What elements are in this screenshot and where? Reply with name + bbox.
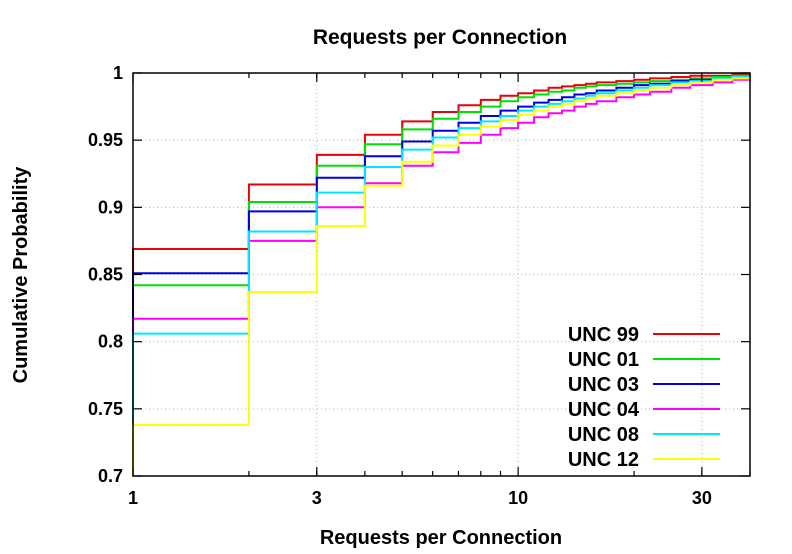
- y-tick-label: 1: [113, 63, 123, 83]
- x-tick-label: 3: [312, 488, 322, 508]
- series-line-unc-12: [132, 77, 751, 476]
- series-line-unc-08: [132, 75, 751, 476]
- legend-label-unc-12: UNC 12: [568, 449, 639, 471]
- series-line-unc-03: [132, 75, 751, 476]
- series-line-unc-04: [132, 78, 751, 476]
- x-tick-label: 30: [692, 488, 712, 508]
- y-tick-label: 0.9: [98, 197, 123, 217]
- y-tick-label: 0.95: [88, 130, 123, 150]
- y-tick-label: 0.8: [98, 332, 123, 352]
- grid: [133, 73, 750, 476]
- series-lines: [132, 73, 751, 476]
- legend-label-unc-01: UNC 01: [568, 349, 639, 371]
- legend-label-unc-08: UNC 08: [568, 424, 639, 446]
- legend-label-unc-03: UNC 03: [568, 374, 639, 396]
- y-tick-label: 0.7: [98, 466, 123, 486]
- chart-title: Requests per Connection: [313, 26, 567, 49]
- legend: UNC 99 UNC 01 UNC 03 UNC 04 UNC 08 UNC 12: [568, 324, 720, 471]
- series-line-unc-99: [132, 73, 750, 476]
- series-line-unc-01: [132, 74, 751, 476]
- y-tick-label: 0.75: [88, 399, 123, 419]
- legend-label-unc-99: UNC 99: [568, 324, 639, 346]
- x-tick-label: 10: [508, 488, 528, 508]
- legend-label-unc-04: UNC 04: [568, 399, 640, 421]
- axis-ticks: 0.7 0.75 0.8 0.85 0.9 0.95 1 1 3 10 30: [88, 63, 751, 508]
- x-tick-label: 1: [128, 488, 138, 508]
- y-tick-label: 0.85: [88, 265, 123, 285]
- y-axis-label: Cumulative Probability: [10, 166, 32, 384]
- x-axis-label: Requests per Connection: [320, 527, 562, 549]
